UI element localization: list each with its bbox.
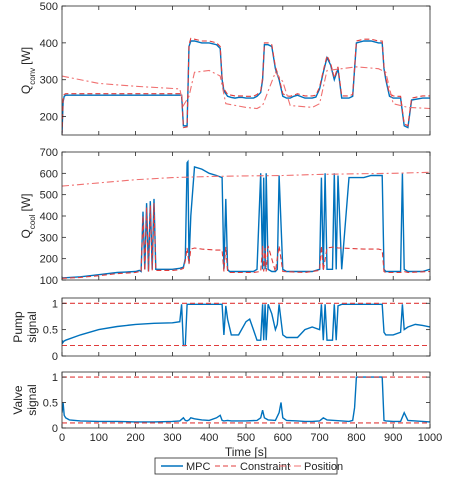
y-tick-label: 500 — [40, 190, 58, 202]
x-tick-label: 300 — [163, 432, 181, 444]
x-tick-label: 100 — [90, 432, 108, 444]
x-tick-label: 400 — [200, 432, 218, 444]
y-tick-label: 700 — [40, 147, 58, 159]
series-line-mpc — [62, 40, 430, 134]
y-tick-label: 300 — [40, 75, 58, 87]
x-tick-label: 700 — [310, 432, 328, 444]
legend-label-constraint: Constraint — [240, 461, 290, 473]
y-axis-label: Valve — [11, 385, 25, 414]
y-tick-label: 200 — [40, 254, 58, 266]
series-line-mpc — [62, 159, 430, 279]
subplot-stack: 200300400500Qconv[W]10020030040050060070… — [11, 1, 442, 459]
y-tick-label: 1 — [52, 298, 58, 310]
legend-label-mpc: MPC — [186, 461, 211, 473]
x-axis-label: Time [s] — [225, 445, 267, 459]
axes-frame — [61, 371, 431, 429]
y-tick-label: 1 — [52, 372, 58, 384]
series-line-mpc — [62, 303, 430, 347]
series-group — [62, 37, 430, 135]
legend-box — [154, 457, 338, 475]
y-tick-label: 400 — [40, 211, 58, 223]
axes-frame — [61, 151, 431, 281]
x-tick-label: 800 — [347, 432, 365, 444]
y-tick-label: 0.5 — [43, 325, 58, 337]
y-tick-label: 300 — [40, 232, 58, 244]
y-tick-label: 200 — [40, 112, 58, 124]
axes-frame — [61, 5, 431, 136]
y-axis-label: Qcool[W] — [19, 193, 37, 238]
legend-label-position: Position — [304, 461, 343, 473]
x-tick-label: 900 — [384, 432, 402, 444]
y-axis-label: Qconv[W] — [19, 47, 37, 94]
subplot-2: 100 200 300 400 500 600 700 Qcool[W] — [19, 147, 431, 287]
x-tick-label: 200 — [126, 432, 144, 444]
y-tick-label: 500 — [40, 1, 58, 13]
x-tick-label: 500 — [237, 432, 255, 444]
y-tick-label: 100 — [40, 275, 58, 287]
x-tick-label: 1000 — [418, 432, 442, 444]
x-tick-label: 600 — [274, 432, 292, 444]
x-tick-label: 0 — [59, 432, 65, 444]
series-line-constraint — [62, 37, 430, 135]
y-tick-label: 0 — [52, 351, 58, 363]
subplot-4: 0 0.5 1 0 100 200 300 400 500 600 700 800 900 1000 Val… — [11, 371, 442, 459]
y-tick-label: 600 — [40, 168, 58, 180]
y-tick-label: 0.5 — [43, 398, 58, 410]
y-axis-label-line2: signal — [25, 311, 39, 342]
series-line-constraint — [62, 203, 430, 279]
subplot-1: 200 300 400 500 Qconv[W] — [19, 1, 431, 136]
y-axis-label-line2: signal — [25, 384, 39, 415]
y-axis-label: Pump — [11, 311, 25, 343]
y-tick-label: 0 — [52, 423, 58, 435]
subplot-3: 0 0.5 1 Pump signal — [11, 297, 431, 363]
legend: MPC Constraint Position — [154, 457, 343, 475]
series-group — [62, 159, 430, 279]
series-group — [62, 302, 430, 347]
series-line-mpc — [62, 376, 430, 423]
series-group — [62, 376, 430, 424]
series-line-position — [62, 171, 430, 187]
y-tick-label: 400 — [40, 38, 58, 50]
series-line-position — [62, 66, 430, 110]
